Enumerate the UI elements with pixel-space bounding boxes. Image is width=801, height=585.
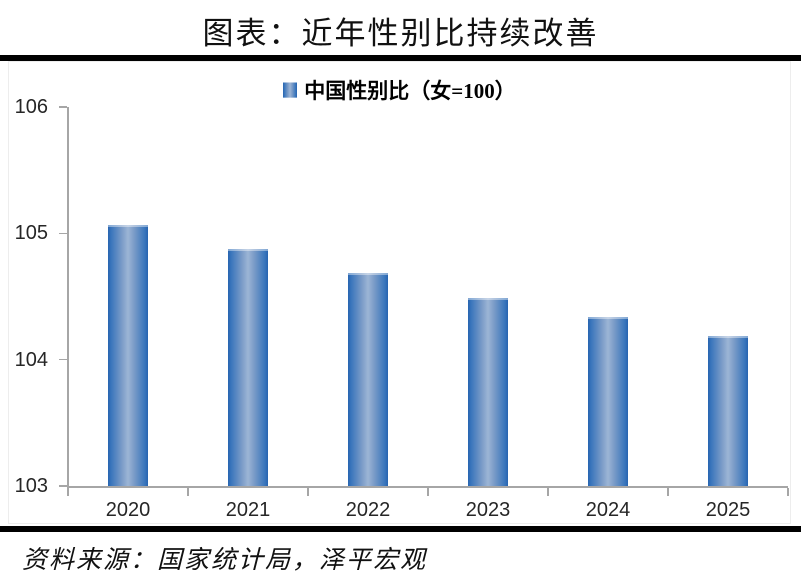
bottom-divider [0, 526, 801, 532]
y-axis-line [67, 107, 69, 486]
x-axis-tick [547, 487, 549, 496]
legend-swatch-icon [283, 82, 298, 98]
x-axis-tick [427, 487, 429, 496]
y-axis-label: 105 [14, 222, 48, 245]
x-axis-label-2025: 2025 [705, 499, 751, 521]
y-axis-tick [59, 485, 67, 487]
bar-2023 [468, 297, 508, 486]
x-axis-label-2021: 2021 [225, 499, 271, 521]
legend: 中国性别比（女=100） [9, 75, 790, 105]
chart-title: 图表：近年性别比持续改善 [202, 16, 599, 51]
y-axis-tick [59, 232, 67, 235]
x-axis-tick [307, 487, 309, 496]
y-axis-label: 103 [14, 475, 48, 497]
source-note: 资料来源：国家统计局，泽平宏观 [22, 547, 428, 574]
bar-2021 [228, 248, 268, 486]
x-axis-tick [67, 487, 69, 496]
x-axis-label-2020: 2020 [105, 499, 151, 521]
x-axis-tick [787, 487, 789, 496]
x-axis-line [67, 486, 788, 488]
y-axis-label: 106 [14, 96, 48, 118]
x-axis-tick [187, 487, 189, 496]
x-axis-label-2022: 2022 [345, 499, 391, 521]
x-axis-label-2023: 2023 [465, 499, 511, 521]
y-axis-tick [59, 358, 67, 361]
legend-label: 中国性别比（女=100） [304, 79, 516, 103]
bar-2020 [108, 224, 148, 486]
x-axis-label-2024: 2024 [585, 499, 631, 521]
chart-area: 中国性别比（女=100） 103 104 105 106 2020 2021 2022 202… [8, 61, 791, 524]
bar-2024 [588, 316, 628, 486]
y-axis-label: 104 [14, 348, 48, 371]
x-axis-tick [667, 487, 669, 496]
bar-2022 [348, 272, 388, 486]
top-divider [0, 55, 801, 61]
bar-2025 [708, 335, 748, 486]
y-axis-tick [59, 106, 67, 108]
plot: 103 104 105 106 2020 2021 2022 2023 2024 2025 [15, 96, 789, 521]
